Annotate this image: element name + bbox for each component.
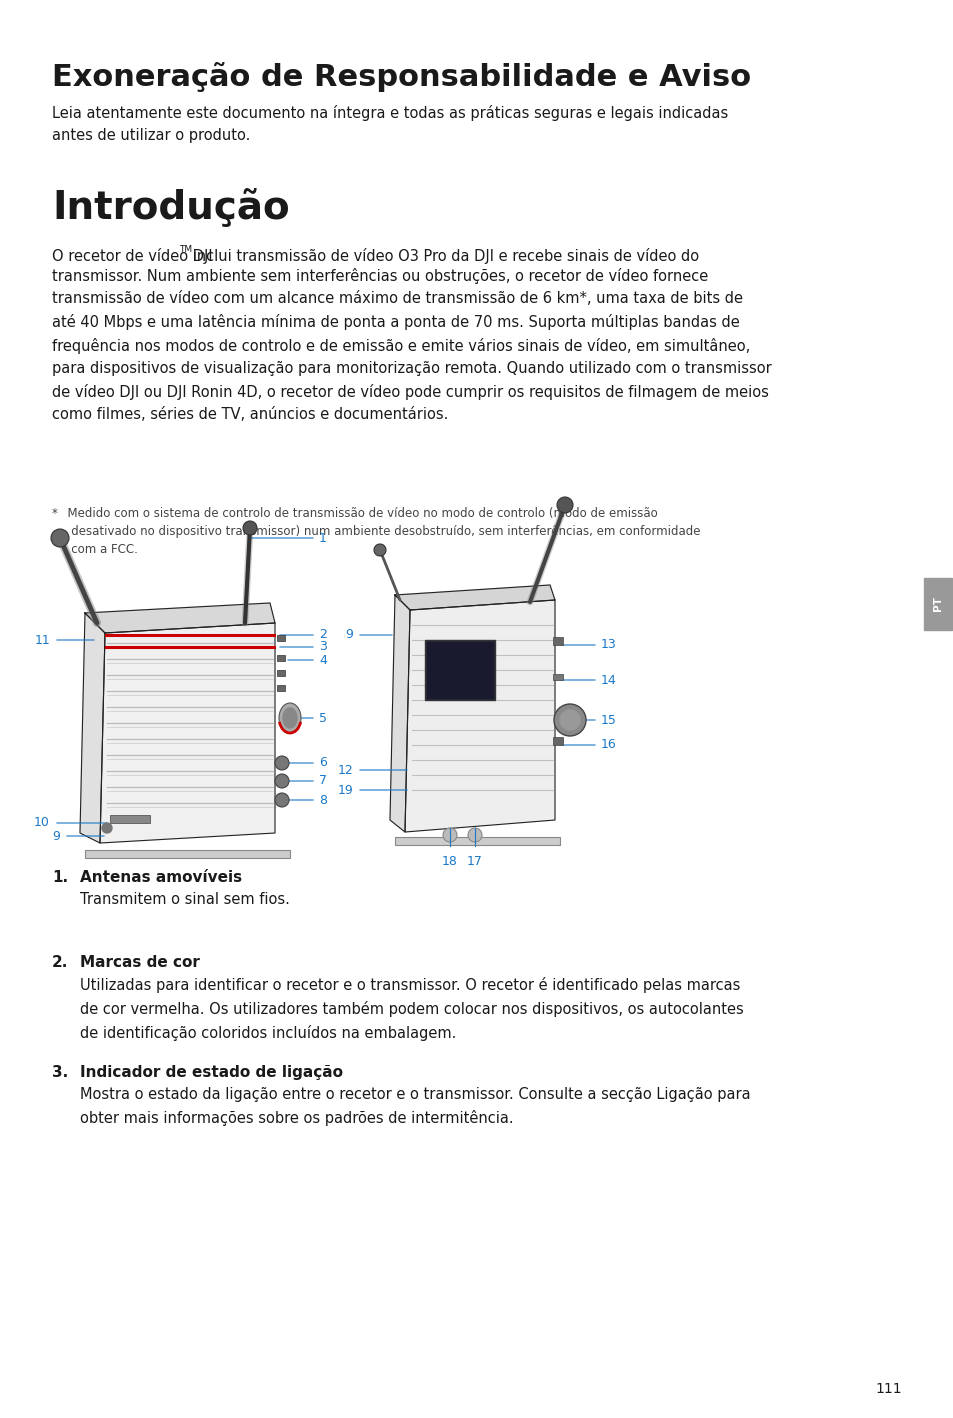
Ellipse shape <box>278 703 301 733</box>
Polygon shape <box>85 603 274 632</box>
Bar <box>395 837 559 845</box>
Text: 2: 2 <box>318 628 327 641</box>
Bar <box>276 685 285 691</box>
Polygon shape <box>100 623 274 842</box>
Circle shape <box>554 703 585 736</box>
Text: 1.: 1. <box>52 871 68 885</box>
Circle shape <box>102 822 112 832</box>
Circle shape <box>274 756 289 770</box>
Text: 15: 15 <box>600 713 617 726</box>
Bar <box>276 635 285 641</box>
Text: Leia atentamente este documento na íntegra e todas as práticas seguras e legais : Leia atentamente este documento na ínteg… <box>52 105 727 143</box>
Polygon shape <box>80 613 105 842</box>
Text: Transmitem o sinal sem fios.: Transmitem o sinal sem fios. <box>80 892 290 908</box>
Text: 16: 16 <box>600 739 616 752</box>
Text: 6: 6 <box>318 756 327 770</box>
Text: 11: 11 <box>34 634 50 647</box>
Text: Introdução: Introdução <box>52 189 290 227</box>
Text: 18: 18 <box>441 855 457 868</box>
Text: 8: 8 <box>318 794 327 807</box>
Text: Indicador de estado de ligação: Indicador de estado de ligação <box>80 1065 343 1081</box>
Bar <box>553 637 562 645</box>
Text: inclui transmissão de vídeo O3 Pro da DJI e recebe sinais de vídeo do: inclui transmissão de vídeo O3 Pro da DJ… <box>188 248 699 264</box>
Circle shape <box>274 774 289 788</box>
Polygon shape <box>405 600 555 832</box>
Circle shape <box>557 496 573 513</box>
Circle shape <box>468 828 481 842</box>
Text: 12: 12 <box>337 763 353 777</box>
Text: 2.: 2. <box>52 954 69 970</box>
Text: Utilizadas para identificar o recetor e o transmissor. O recetor é identificado : Utilizadas para identificar o recetor e … <box>80 977 743 1041</box>
Text: Marcas de cor: Marcas de cor <box>80 954 200 970</box>
Text: 1: 1 <box>318 532 327 545</box>
Text: PT: PT <box>932 597 942 611</box>
Text: 7: 7 <box>318 774 327 787</box>
Bar <box>553 737 562 744</box>
Text: transmissor. Num ambiente sem interferências ou obstruções, o recetor de vídeo f: transmissor. Num ambiente sem interferên… <box>52 268 771 423</box>
Bar <box>553 674 562 681</box>
Circle shape <box>559 710 579 730</box>
Text: Mostra o estado da ligação entre o recetor e o transmissor. Consulte a secção Li: Mostra o estado da ligação entre o recet… <box>80 1088 750 1126</box>
Bar <box>276 669 285 676</box>
Polygon shape <box>390 596 410 832</box>
Circle shape <box>374 545 386 556</box>
Circle shape <box>243 520 256 535</box>
Text: Antenas amovíveis: Antenas amovíveis <box>80 871 242 885</box>
Polygon shape <box>395 586 555 610</box>
Text: 13: 13 <box>600 638 616 651</box>
Circle shape <box>442 828 456 842</box>
Bar <box>427 642 493 698</box>
Text: 19: 19 <box>337 784 353 797</box>
Bar <box>424 640 495 700</box>
Text: 3: 3 <box>318 641 327 654</box>
Text: *: * <box>52 508 58 520</box>
Text: 5: 5 <box>318 712 327 725</box>
Bar <box>110 815 150 822</box>
Text: 10: 10 <box>34 817 50 830</box>
Bar <box>85 849 290 858</box>
Circle shape <box>51 529 69 547</box>
Text: 4: 4 <box>318 654 327 666</box>
Text: 111: 111 <box>875 1383 901 1395</box>
Ellipse shape <box>283 708 296 727</box>
Text: 9: 9 <box>345 628 353 641</box>
Text: O recetor de vídeo DJI: O recetor de vídeo DJI <box>52 248 213 264</box>
Text: Medido com o sistema de controlo de transmissão de vídeo no modo de controlo (mo: Medido com o sistema de controlo de tran… <box>60 508 700 556</box>
Text: 14: 14 <box>600 674 616 686</box>
Bar <box>276 655 285 661</box>
Bar <box>923 579 951 630</box>
Text: 9: 9 <box>52 830 60 842</box>
Text: 3.: 3. <box>52 1065 69 1081</box>
Text: 17: 17 <box>467 855 482 868</box>
Text: Exoneração de Responsabilidade e Aviso: Exoneração de Responsabilidade e Aviso <box>52 62 750 92</box>
Circle shape <box>274 793 289 807</box>
Text: TM: TM <box>179 245 192 254</box>
